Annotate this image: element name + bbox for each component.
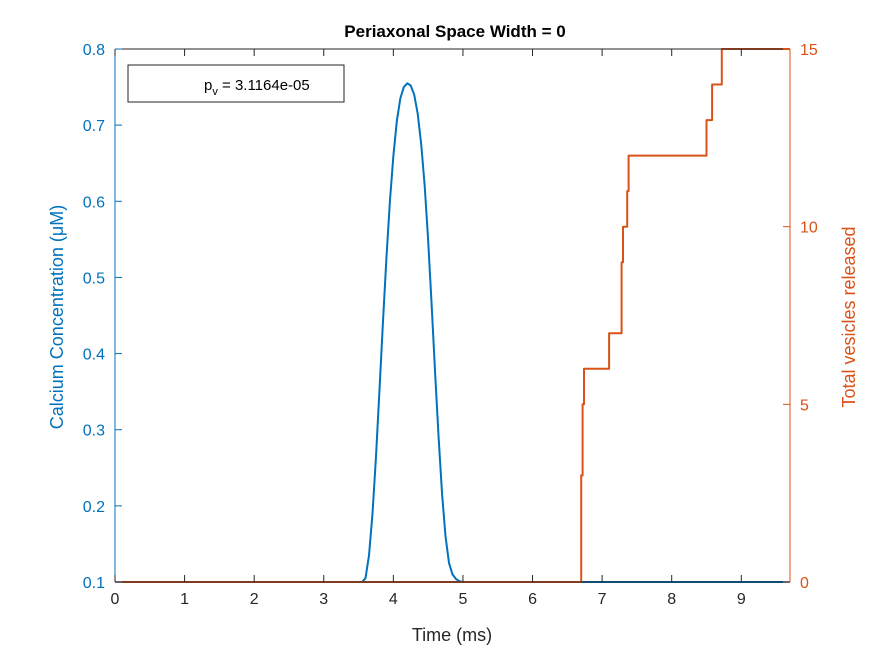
legend: pv = 3.1164e-05 [127, 64, 345, 103]
x-tick-label: 3 [319, 591, 328, 608]
x-tick-label: 2 [250, 591, 259, 608]
y-right-tick-label: 0 [800, 575, 809, 592]
y-left-tick-label: 0.6 [83, 194, 105, 211]
y-left-tick-label: 0.7 [83, 118, 105, 135]
y-left-tick-label: 0.8 [83, 42, 105, 59]
legend-symbol: p [204, 77, 212, 94]
y-left-tick-label: 0.2 [83, 499, 105, 516]
x-tick-label: 0 [111, 591, 120, 608]
y-left-tick-label: 0.5 [83, 270, 105, 287]
legend-value: = 3.1164e-05 [218, 77, 310, 94]
legend-subscript: v [212, 86, 218, 98]
x-tick-label: 8 [667, 591, 676, 608]
plot-area [115, 48, 790, 583]
y-left-tick-label: 0.1 [83, 575, 105, 592]
x-tick-label: 7 [598, 591, 607, 608]
series-calcium-line [115, 82, 790, 583]
chart-title: Periaxonal Space Width = 0 [344, 22, 565, 41]
legend-text: pv = 3.1164e-05 [204, 77, 310, 98]
legend-box [127, 64, 345, 103]
x-tick-label: 4 [389, 591, 398, 608]
y-axis-left-label: Calcium Concentration (μM) [47, 205, 67, 429]
x-tick-label: 6 [528, 591, 537, 608]
x-axis-label: Time (ms) [412, 625, 492, 645]
y-left-tick-label: 0.4 [83, 347, 105, 364]
y-left-tick-label: 0.3 [83, 423, 105, 440]
axes: 0 1 2 3 4 5 6 7 8 9 0.1 0.2 0.3 0.4 0.5 0.6 0.7 0.8 0 5 10 15 [83, 42, 818, 608]
x-tick-label: 9 [737, 591, 746, 608]
y-right-tick-label: 10 [800, 220, 818, 237]
y-right-tick-label: 15 [800, 42, 818, 59]
y-axis-right-label: Total vesicles released [839, 226, 859, 407]
series-vesicles-line [115, 48, 790, 583]
x-tick-label: 1 [180, 591, 189, 608]
y-right-tick-label: 5 [800, 397, 809, 414]
x-tick-label: 5 [458, 591, 467, 608]
